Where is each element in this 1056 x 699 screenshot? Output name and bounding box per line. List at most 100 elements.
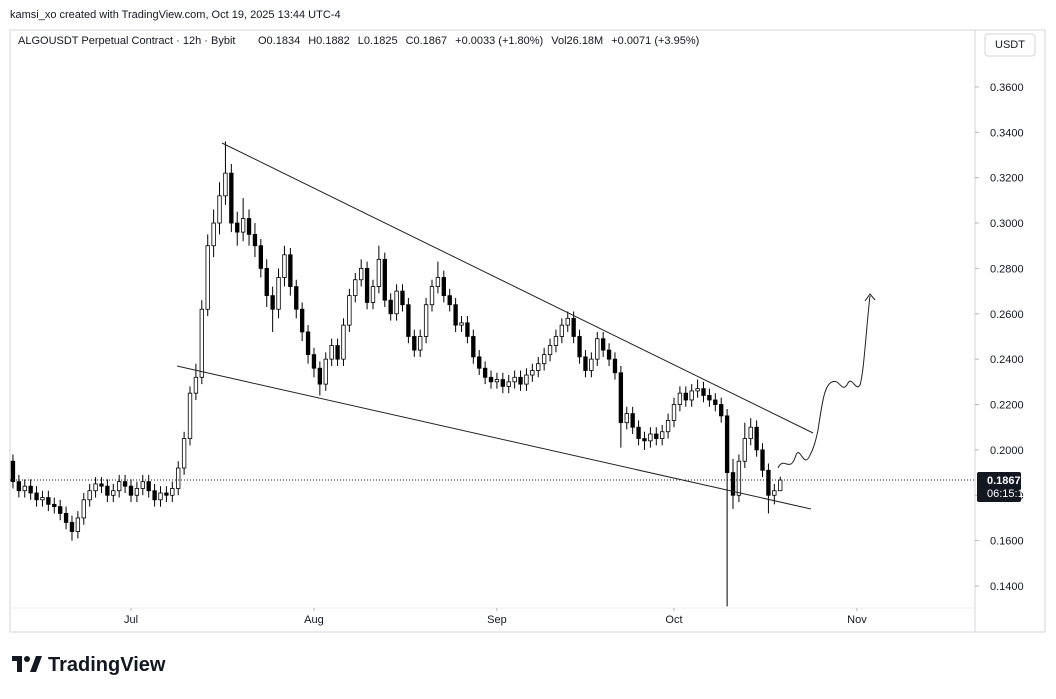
candle-body (541, 354, 547, 365)
candle-body (382, 258, 387, 301)
candle-body (524, 374, 529, 385)
candle-body (335, 345, 340, 360)
candle-body (689, 390, 694, 401)
candle-body (111, 490, 116, 496)
candle-body (193, 376, 199, 394)
candle-body (778, 479, 783, 492)
candle-body (465, 322, 470, 337)
candle-body (730, 472, 736, 496)
candle-body (677, 392, 683, 405)
candle-body (447, 295, 452, 306)
x-tick-label: Nov (847, 614, 867, 626)
candle-body (211, 222, 216, 247)
header-value: H0.1882 (308, 35, 350, 47)
candle-body (488, 376, 494, 383)
candle-body (258, 245, 264, 269)
candle-body (429, 286, 435, 306)
logo-dot (24, 656, 30, 662)
candle-body (559, 324, 565, 337)
candle-body (754, 426, 759, 451)
logo-mark (12, 656, 22, 672)
candle-body (630, 413, 635, 428)
currency[interactable]: USDT (995, 39, 1025, 51)
candle-body (353, 279, 358, 297)
candle-body (512, 376, 517, 383)
candle-body (181, 438, 187, 469)
candle-body (359, 268, 364, 281)
candle-body (93, 483, 98, 492)
candle-body (317, 367, 323, 385)
chart-frame (9, 29, 1046, 633)
candle-body (28, 485, 33, 494)
candle-body (270, 295, 275, 310)
candle-body (22, 485, 27, 492)
candle-body (329, 345, 334, 360)
header-value: Vol26.18M (551, 35, 603, 47)
candle-body (648, 433, 653, 442)
projection-path (777, 295, 871, 469)
candle-body (63, 513, 69, 523)
candle-body (240, 218, 246, 233)
candle-body (589, 358, 594, 371)
candle-body (441, 277, 446, 297)
x-tick-label: Aug (304, 614, 324, 626)
y-tick-label: 0.2000 (990, 445, 1024, 457)
candle-body (394, 290, 399, 315)
candle-body (323, 358, 328, 385)
candle-body (69, 522, 75, 532)
candle-body (418, 336, 423, 351)
candle-body (530, 370, 535, 376)
candle-body (707, 395, 712, 401)
credit: kamsi_xo created with TradingView.com, O… (10, 9, 341, 21)
candle-body (565, 317, 570, 326)
candle-body (122, 481, 128, 487)
candle-body (459, 322, 464, 326)
candle-body (81, 499, 86, 519)
candle-body (217, 195, 222, 224)
currency-button[interactable] (984, 33, 1036, 57)
logo (12, 656, 42, 672)
symbol: ALGOUSDT Perpetual Contract · 12h · Bybi… (18, 35, 235, 47)
candle-body (52, 503, 57, 508)
lower-trendline (176, 365, 812, 510)
candle-body (595, 338, 600, 360)
candle-body (311, 354, 317, 369)
candle-body (205, 245, 210, 310)
y-tick-label: 0.1400 (990, 581, 1024, 593)
candle-body (264, 268, 269, 297)
candle-body (87, 490, 92, 501)
candle-body (75, 517, 81, 532)
projection-arrow (864, 293, 876, 302)
candle-body (583, 356, 588, 371)
header-value: +0.0071 (+3.95%) (611, 35, 699, 47)
candle-body (571, 317, 576, 337)
y-tick-label: 0.2600 (990, 309, 1024, 321)
header-value: C0.1867 (406, 35, 448, 47)
y-tick-label: 0.3000 (990, 218, 1024, 230)
candle-body (235, 222, 240, 233)
upper-trendline (221, 142, 814, 434)
candle-body (412, 336, 417, 351)
candle-body (772, 490, 777, 496)
candle-body (624, 413, 629, 424)
candle-body (10, 460, 16, 483)
candle-body (134, 488, 140, 496)
candle-body (736, 460, 742, 496)
candle-body (288, 254, 293, 287)
candle-body (187, 392, 193, 439)
candle-body (606, 349, 612, 360)
candle-body (701, 388, 706, 396)
candle-body (536, 363, 541, 371)
candle-body (660, 431, 665, 439)
candle-body (453, 304, 458, 326)
header-value: +0.0033 (+1.80%) (455, 35, 543, 47)
candle-body (158, 492, 163, 501)
candle-body (719, 404, 724, 417)
candle-body (229, 172, 234, 224)
candle-body (146, 481, 151, 492)
candle-body (742, 438, 747, 462)
logo-slash (30, 656, 42, 672)
candle-body (766, 469, 771, 496)
candle-body (760, 449, 765, 471)
candle-body (299, 308, 305, 333)
